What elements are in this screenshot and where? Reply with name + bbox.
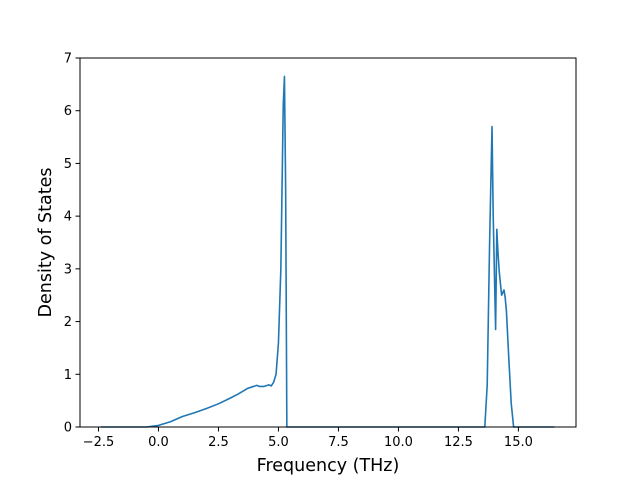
y-tick-label: 4 xyxy=(64,210,72,225)
series-layer xyxy=(100,75,555,428)
y-axis: 0 1 2 3 4 5 6 7 xyxy=(64,52,80,436)
x-tick-label: 10.0 xyxy=(384,435,413,450)
x-axis: −2.5 0.0 2.5 5.0 7.5 10.0 12.5 15.0 xyxy=(83,427,533,450)
series-line-0 xyxy=(100,75,555,428)
y-tick-label: 1 xyxy=(64,368,72,383)
x-axis-label: Frequency (THz) xyxy=(257,456,400,476)
y-tick-label: 3 xyxy=(64,262,72,277)
plot-area xyxy=(80,58,576,427)
x-tick-label: 15.0 xyxy=(504,435,533,450)
y-tick-label: 0 xyxy=(64,421,72,436)
y-axis-label: Density of States xyxy=(36,168,56,318)
x-tick-label: 5.0 xyxy=(268,435,289,450)
x-tick-label: 0.0 xyxy=(148,435,169,450)
x-tick-label: 2.5 xyxy=(208,435,229,450)
x-tick-label: 12.5 xyxy=(444,435,473,450)
plot-frame xyxy=(79,57,577,428)
x-tick-label: −2.5 xyxy=(83,435,115,450)
x-tick-label: 7.5 xyxy=(328,435,349,450)
y-tick-label: 6 xyxy=(64,104,72,119)
y-tick-label: 7 xyxy=(64,52,72,67)
y-tick-label: 5 xyxy=(64,157,72,172)
y-tick-label: 2 xyxy=(64,315,72,330)
